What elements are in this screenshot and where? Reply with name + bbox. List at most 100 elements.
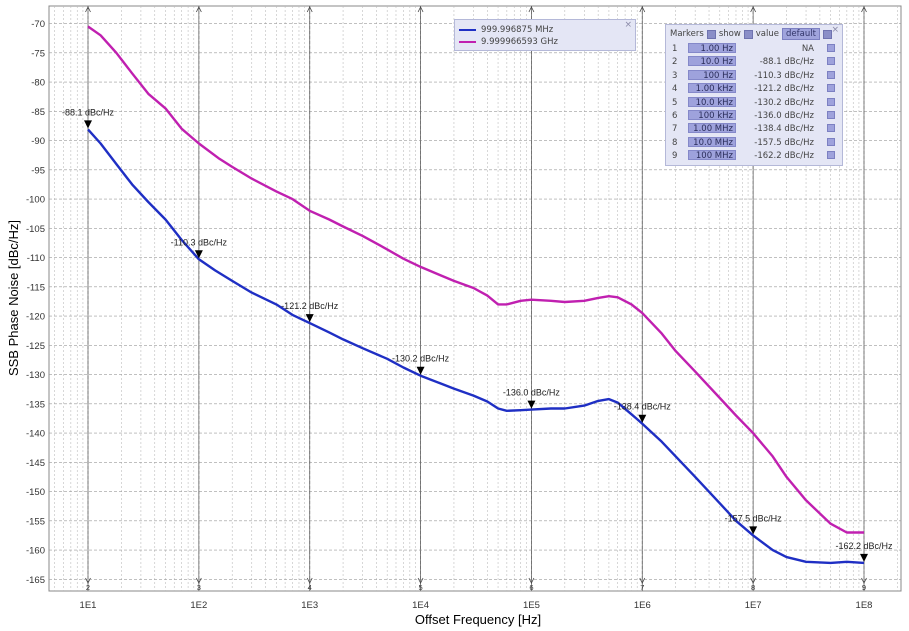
legend-entry-1[interactable]: 999.996875 MHz xyxy=(459,24,553,36)
marker-row: 8 10.0 MHz -157.5 dBc/Hz xyxy=(670,136,838,149)
marker-frequency-input[interactable]: 10.0 MHz xyxy=(688,136,736,148)
marker-frequency-input[interactable]: 10.0 kHz xyxy=(688,96,736,108)
y-tick-label: -150 xyxy=(26,487,45,498)
marker-arrow-bottom xyxy=(195,577,202,584)
marker-frequency-input[interactable]: 1.00 Hz xyxy=(688,43,736,54)
marker-value: -110.3 dBc/Hz xyxy=(754,70,814,81)
marker-remove-button[interactable] xyxy=(827,151,835,160)
marker-row: 3 100 Hz -110.3 dBc/Hz xyxy=(670,69,838,82)
marker-value: NA xyxy=(801,44,814,54)
markers-title: Markers xyxy=(670,29,704,39)
y-tick-label: -95 xyxy=(31,165,45,176)
marker-frequency-input[interactable]: 100 MHz xyxy=(688,150,736,161)
marker-point xyxy=(305,314,314,323)
marker-row-index: 1 xyxy=(672,44,678,54)
markers-close-icon[interactable]: × xyxy=(831,25,839,35)
y-tick-label: -110 xyxy=(27,253,45,264)
marker-value: -121.2 dBc/Hz xyxy=(754,84,814,95)
marker-remove-button[interactable] xyxy=(827,57,835,66)
marker-data-label: -157.5 dBc/Hz xyxy=(725,513,783,523)
marker-arrow-top xyxy=(417,6,424,13)
marker-remove-button[interactable] xyxy=(827,111,835,119)
marker-value: -162.2 dBc/Hz xyxy=(754,151,814,162)
markers-header: Markers show value default xyxy=(670,28,832,40)
marker-remove-button[interactable] xyxy=(827,137,835,146)
series-lines xyxy=(87,25,865,565)
legend-label-1: 999.996875 MHz xyxy=(481,25,554,35)
marker-remove-button[interactable] xyxy=(827,84,835,93)
marker-value: -157.5 dBc/Hz xyxy=(754,137,814,148)
markers-panel[interactable]: Markers show value default × 1 1.00 Hz NA 2… xyxy=(665,24,843,166)
marker-index: 4 xyxy=(308,583,312,592)
marker-data-label: -121.2 dBc/Hz xyxy=(281,301,339,311)
marker-frequency-input[interactable]: 1.00 MHz xyxy=(688,123,736,134)
marker-index: 2 xyxy=(86,583,90,592)
x-tick-label: 1E4 xyxy=(412,600,429,611)
series-line-2 xyxy=(87,25,864,534)
y-tick-label: -160 xyxy=(26,546,45,557)
marker-point xyxy=(84,120,92,129)
marker-arrow-top xyxy=(85,6,91,13)
marker-index: 5 xyxy=(418,583,422,592)
show-checkbox[interactable] xyxy=(706,29,716,39)
marker-row-index: 2 xyxy=(672,57,678,68)
y-tick-label: -145 xyxy=(26,458,45,469)
marker-frequency-input[interactable]: 100 Hz xyxy=(688,69,736,81)
marker-value: -130.2 dBc/Hz xyxy=(754,97,814,108)
marker-point xyxy=(527,400,536,409)
x-tick-labels: 1E1 1E2 1E3 1E4 1E5 1E6 1E7 1E8 xyxy=(80,600,873,611)
y-tick-label: -120 xyxy=(26,312,45,323)
series-line-1 xyxy=(87,128,865,565)
x-tick-label: 1E7 xyxy=(745,600,762,611)
marker-arrow-bottom xyxy=(750,577,757,584)
marker-arrow-top xyxy=(528,6,535,13)
marker-frequency-input[interactable]: 100 kHz xyxy=(688,110,736,121)
marker-arrow-bottom xyxy=(861,577,867,584)
series-legend[interactable]: 999.996875 MHz 9.999966593 GHz × xyxy=(454,19,636,51)
y-tick-label: -165 xyxy=(26,575,45,586)
marker-value: -88.1 dBc/Hz xyxy=(759,57,814,68)
y-tick-label: -135 xyxy=(26,399,45,410)
marker-arrow-bottom xyxy=(306,577,313,584)
y-tick-label: -70 xyxy=(31,19,45,30)
marker-remove-button[interactable] xyxy=(827,124,835,133)
default-button[interactable]: default xyxy=(782,28,820,40)
y-axis-label: SSB Phase Noise [dBc/Hz] xyxy=(6,220,21,376)
y-tick-label: -115 xyxy=(27,282,45,293)
marker-data-label: -88.1 dBc/Hz xyxy=(62,107,115,117)
x-tick-label: 1E1 xyxy=(80,600,97,611)
legend-swatch-1 xyxy=(459,29,476,31)
marker-data-label: -162.2 dBc/Hz xyxy=(835,541,893,551)
y-tick-label: -100 xyxy=(26,195,45,206)
marker-row-index: 5 xyxy=(672,97,678,108)
marker-index: 3 xyxy=(197,583,201,592)
legend-close-icon[interactable]: × xyxy=(624,20,632,30)
marker-remove-button[interactable] xyxy=(827,70,835,79)
x-tick-label: 1E2 xyxy=(190,600,207,611)
y-tick-label: -75 xyxy=(31,48,45,59)
marker-remove-button[interactable] xyxy=(827,44,835,52)
y-tick-label: -85 xyxy=(31,107,45,118)
marker-remove-button[interactable] xyxy=(827,97,835,106)
marker-arrow-bottom xyxy=(639,577,646,584)
marker-frequency-input[interactable]: 10.0 Hz xyxy=(688,56,736,67)
y-tick-label: -105 xyxy=(26,224,45,235)
marker-point xyxy=(749,526,758,535)
value-checkbox[interactable] xyxy=(743,29,753,39)
marker-row: 5 10.0 kHz -130.2 dBc/Hz xyxy=(670,96,838,109)
marker-data-label: -130.2 dBc/Hz xyxy=(392,354,450,364)
marker-point xyxy=(416,366,425,375)
marker-index: 8 xyxy=(751,583,755,592)
marker-arrow-top xyxy=(639,6,646,13)
marker-points: -88.1 dBc/Hz -110.3 dBc/Hz -121.2 dBc/Hz -1… xyxy=(62,107,893,562)
marker-row: 6 100 kHz -136.0 dBc/Hz xyxy=(670,110,838,122)
marker-row-index: 3 xyxy=(672,70,678,81)
marker-index: 7 xyxy=(640,583,644,592)
marker-row-index: 6 xyxy=(672,111,678,121)
legend-entry-2[interactable]: 9.999966593 GHz xyxy=(459,36,558,48)
marker-index: 9 xyxy=(862,583,866,592)
marker-arrow-top xyxy=(195,6,202,13)
markers-option-checkbox[interactable] xyxy=(822,29,832,39)
marker-frequency-input[interactable]: 1.00 kHz xyxy=(688,83,736,94)
marker-data-label: -110.3 dBc/Hz xyxy=(171,237,228,247)
